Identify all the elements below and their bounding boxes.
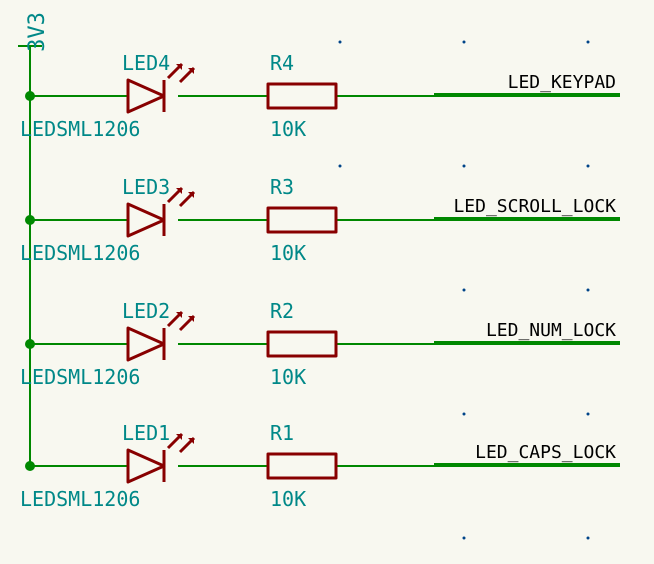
led-value: LEDSML1206 (20, 487, 140, 511)
led-value: LEDSML1206 (20, 365, 140, 389)
res-ref: R2 (270, 299, 294, 323)
net-label: LED_NUM_LOCK (486, 320, 616, 341)
res-value: 10K (270, 487, 306, 511)
led-value: LEDSML1206 (20, 117, 140, 141)
grid-dot (463, 537, 466, 540)
led-value: LEDSML1206 (20, 241, 140, 265)
led-ref: LED3 (122, 175, 170, 199)
resistor-r4: R4 10K (258, 51, 344, 141)
grid-dot (463, 41, 466, 44)
power-label: 3V3 (25, 12, 50, 52)
grid-dot (587, 41, 590, 44)
schematic-canvas: 3V3 LED4 LEDSML1206 R4 10K LED_KEYPAD LED3 LEDS… (0, 0, 654, 564)
resistor-r1: R1 10K (258, 421, 344, 511)
grid-dot (587, 289, 590, 292)
res-ref: R4 (270, 51, 294, 75)
led-ref: LED2 (122, 299, 170, 323)
grid-dot (463, 289, 466, 292)
grid-dot (339, 41, 342, 44)
resistor-r2: R2 10K (258, 299, 344, 389)
res-value: 10K (270, 117, 306, 141)
grid-dot (339, 165, 342, 168)
grid-dot (587, 537, 590, 540)
net-label: LED_KEYPAD (508, 72, 616, 93)
grid-dot (463, 413, 466, 416)
res-ref: R3 (270, 175, 294, 199)
res-ref: R1 (270, 421, 294, 445)
net-label: LED_SCROLL_LOCK (453, 196, 616, 217)
grid-dot (587, 165, 590, 168)
grid-dot (587, 413, 590, 416)
resistor-r3: R3 10K (258, 175, 344, 265)
net-label: LED_CAPS_LOCK (475, 442, 616, 463)
grid-dot (463, 165, 466, 168)
led-ref: LED4 (122, 51, 170, 75)
led-ref: LED1 (122, 421, 170, 445)
res-value: 10K (270, 241, 306, 265)
res-value: 10K (270, 365, 306, 389)
